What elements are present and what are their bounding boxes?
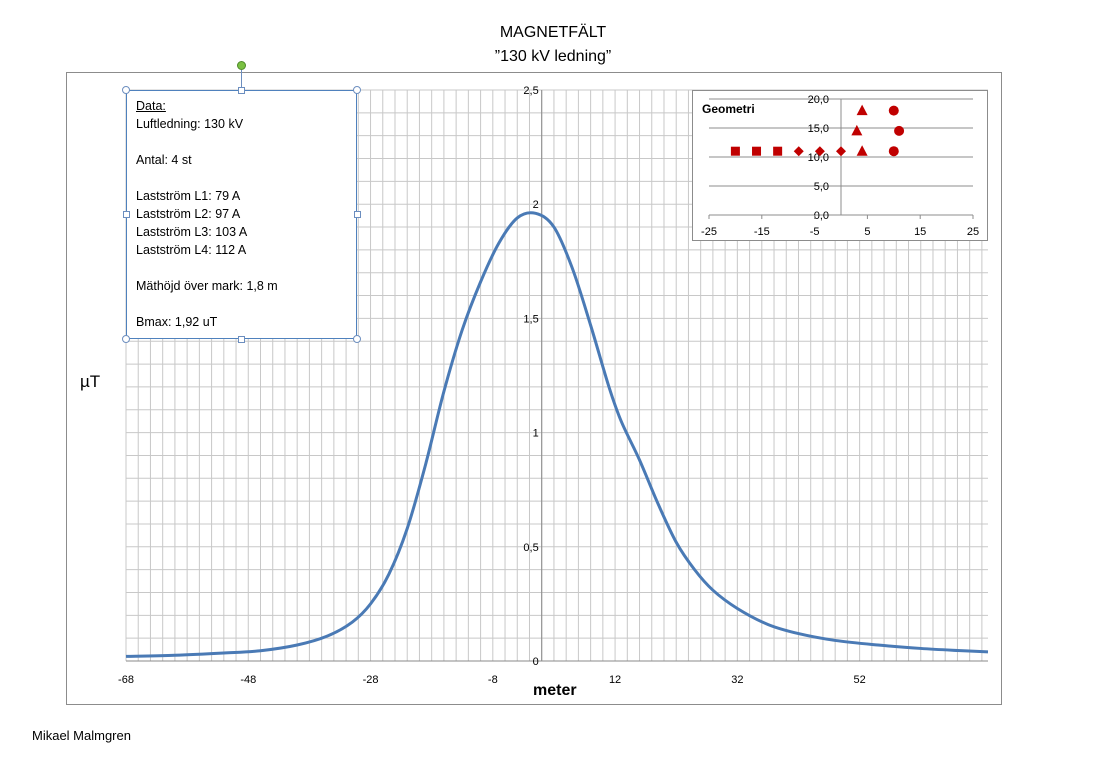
resize-handle-right[interactable] [354, 211, 361, 218]
geometry-x-tick-label: -5 [810, 226, 820, 238]
geometry-y-tick-label: 5,0 [814, 181, 829, 193]
geometry-chart[interactable]: 0,0 5,0 10,0 15,0 20,0 -25 -15 -5 5 15 25 Geometri [692, 90, 988, 241]
resize-handle-top-right[interactable] [353, 86, 361, 94]
marker-square [730, 146, 740, 156]
geometry-chart-svg: 0,0 5,0 10,0 15,0 20,0 -25 -15 -5 5 15 25 [701, 94, 979, 238]
chart-area[interactable] [66, 72, 1002, 705]
marker-diamond [814, 146, 825, 157]
geometry-y-tick-label: 20,0 [808, 94, 829, 106]
y-tick-label: 2,5 [523, 85, 538, 97]
databox-line-count: Antal: 4 st [136, 153, 192, 167]
geometry-x-tick-label: -15 [754, 226, 770, 238]
chart-title: MAGNETFÄLT [499, 24, 607, 41]
marker-triangle [856, 104, 868, 116]
x-tick-label: 12 [609, 674, 621, 686]
y-tick-label: 1 [533, 428, 539, 440]
marker-triangle [856, 145, 868, 156]
databox-line-height: Mäthöjd över mark: 1,8 m [136, 279, 278, 293]
marker-diamond [836, 146, 846, 157]
marker-square [773, 146, 783, 156]
x-tick-label: 32 [731, 674, 743, 686]
databox-line-l2: Lastström L2: 97 A [136, 207, 241, 221]
y-tick-label: 1,5 [523, 313, 538, 325]
databox-header: Data: [136, 99, 166, 113]
author-credit: Mikael Malmgren [32, 728, 131, 743]
resize-handle-bottom-right[interactable] [353, 335, 361, 343]
data-textbox[interactable]: Data: Luftledning: 130 kV Antal: 4 st La… [126, 90, 357, 339]
chart-subtitle: ”130 kV ledning” [494, 48, 612, 65]
marker-square [752, 146, 762, 156]
geometry-x-tick-label: 15 [914, 226, 926, 238]
resize-handle-bottom[interactable] [238, 336, 245, 343]
resize-handle-top[interactable] [238, 87, 245, 94]
y-tick-label: 0,5 [523, 542, 538, 554]
databox-line-l4: Lastström L4: 112 A [136, 243, 247, 257]
databox-line-l3: Lastström L3: 103 A [136, 225, 248, 239]
geometry-x-tick-label: 25 [967, 226, 979, 238]
databox-line-voltage: Luftledning: 130 kV [136, 117, 244, 131]
x-tick-label: -48 [240, 674, 256, 686]
geometry-chart-title: Geometri [702, 102, 755, 116]
databox-line-l1: Lastström L1: 79 A [136, 189, 241, 203]
geometry-y-tick-label: 0,0 [814, 210, 829, 222]
x-tick-label: -68 [118, 674, 134, 686]
series-line-magnetic-field [125, 211, 989, 658]
x-axis-label: meter [533, 682, 577, 699]
databox-line-bmax: Bmax: 1,92 uT [136, 315, 218, 329]
geometry-x-tick-label: 5 [864, 226, 870, 238]
geometry-x-tick-label: -25 [701, 226, 717, 238]
resize-handle-left[interactable] [123, 211, 130, 218]
marker-circle [888, 105, 899, 116]
x-tick-label: -8 [488, 674, 498, 686]
rotate-handle-stem [241, 70, 242, 90]
resize-handle-bottom-left[interactable] [122, 335, 130, 343]
x-tick-label: -28 [363, 674, 379, 686]
geometry-y-tick-label: 15,0 [808, 123, 829, 135]
marker-circle [888, 146, 899, 157]
marker-triangle [851, 124, 863, 136]
x-tick-label: 52 [853, 674, 865, 686]
marker-circle [894, 125, 905, 136]
y-axis-label: µT [80, 372, 101, 391]
y-tick-label: 0 [533, 656, 539, 668]
resize-handle-top-left[interactable] [122, 86, 130, 94]
marker-diamond [793, 146, 804, 157]
y-tick-label: 2 [533, 199, 539, 211]
geometry-y-tick-label: 10,0 [808, 152, 829, 164]
rotate-handle[interactable] [237, 61, 246, 70]
